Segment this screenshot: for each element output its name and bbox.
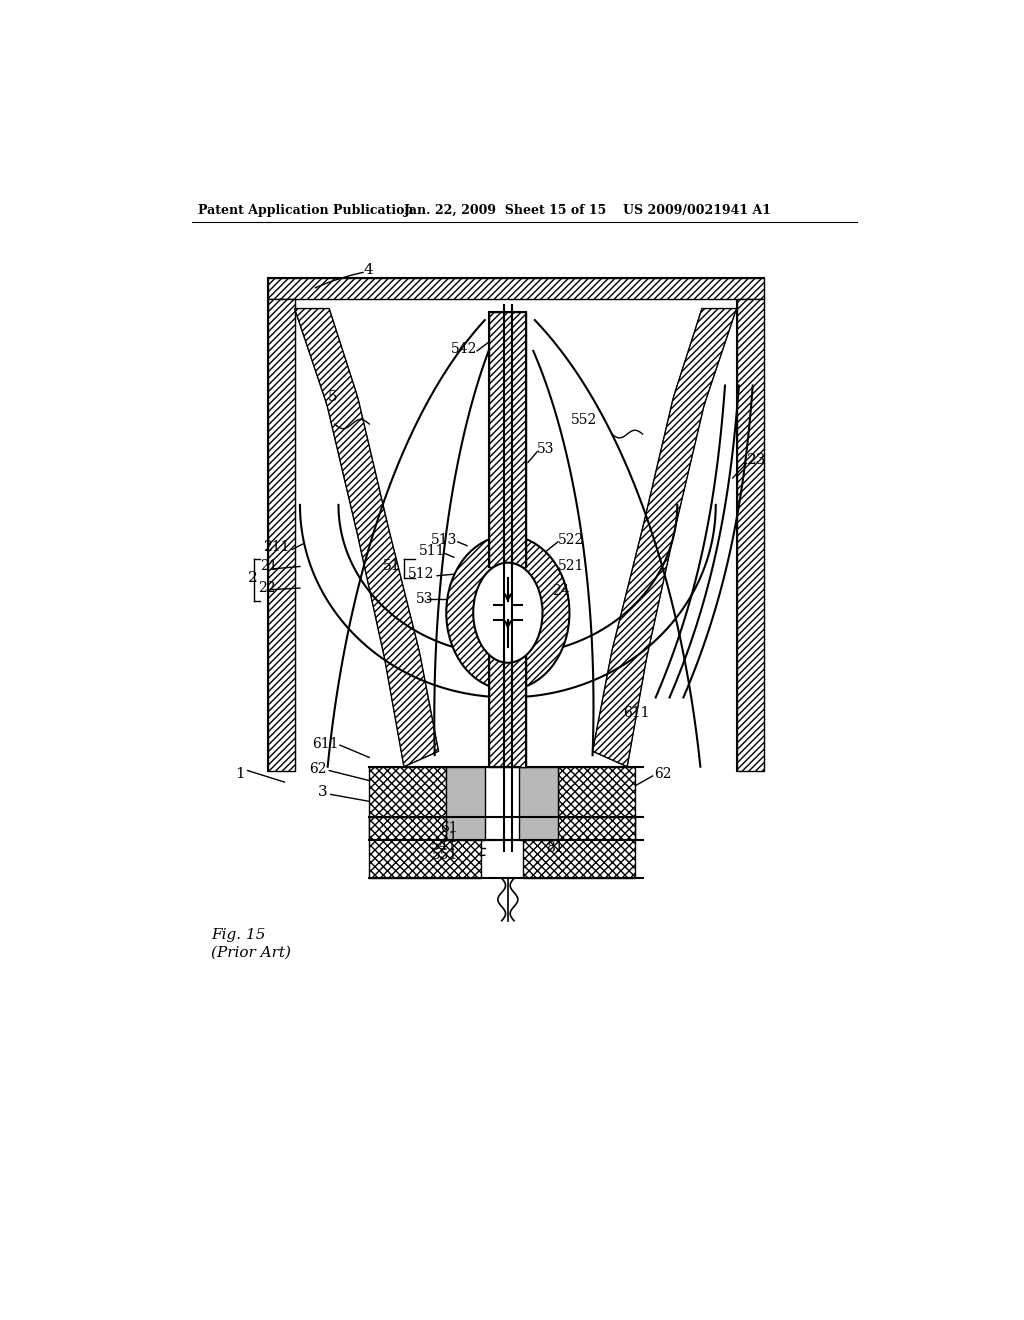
Bar — [370, 817, 481, 878]
Text: 511: 511 — [419, 544, 445, 558]
Text: Jan. 22, 2009  Sheet 15 of 15: Jan. 22, 2009 Sheet 15 of 15 — [403, 205, 607, 218]
Bar — [519, 767, 558, 840]
Text: (Prior Art): (Prior Art) — [211, 945, 292, 960]
Bar — [446, 767, 484, 840]
Bar — [736, 300, 764, 771]
Ellipse shape — [473, 562, 543, 663]
Text: Fig. 15: Fig. 15 — [211, 928, 266, 942]
Bar — [558, 767, 635, 840]
Text: 53: 53 — [416, 591, 433, 606]
Polygon shape — [593, 309, 736, 767]
Bar — [370, 817, 481, 878]
Bar — [558, 767, 635, 840]
Polygon shape — [295, 309, 438, 767]
Text: 81: 81 — [547, 841, 564, 854]
Bar — [523, 817, 635, 878]
Text: 5: 5 — [328, 391, 337, 404]
Bar — [267, 277, 764, 300]
Bar — [267, 300, 295, 771]
Text: 513: 513 — [431, 532, 458, 546]
Text: 62: 62 — [309, 762, 327, 776]
Bar — [489, 313, 526, 566]
Text: 22: 22 — [258, 581, 275, 595]
Bar — [523, 817, 635, 878]
Text: 23: 23 — [746, 453, 766, 467]
Text: 61: 61 — [440, 821, 458, 836]
Text: Patent Application Publication: Patent Application Publication — [199, 205, 414, 218]
Text: 541: 541 — [431, 840, 458, 853]
Bar — [489, 313, 526, 566]
Text: 611: 611 — [624, 706, 650, 719]
Text: 51: 51 — [382, 560, 400, 573]
Text: 4: 4 — [364, 263, 373, 277]
Bar — [736, 300, 764, 771]
Bar — [489, 655, 526, 767]
Ellipse shape — [446, 536, 569, 689]
Text: 551: 551 — [431, 849, 458, 862]
Text: 521: 521 — [558, 560, 585, 573]
Text: 53: 53 — [538, 442, 555, 457]
Text: 1: 1 — [234, 767, 245, 781]
Bar — [370, 767, 446, 840]
Bar — [370, 767, 446, 840]
Text: 211: 211 — [263, 540, 290, 554]
Text: 62: 62 — [654, 767, 672, 781]
Text: 522: 522 — [558, 532, 584, 546]
Text: 2: 2 — [248, 572, 257, 585]
Text: 512: 512 — [408, 568, 434, 581]
Text: 3: 3 — [317, 785, 328, 799]
Text: 542: 542 — [451, 342, 477, 356]
Text: 552: 552 — [571, 413, 597, 428]
Text: 21: 21 — [260, 560, 278, 573]
Text: US 2009/0021941 A1: US 2009/0021941 A1 — [624, 205, 771, 218]
Text: 24: 24 — [553, 585, 570, 598]
Text: 611: 611 — [312, 737, 339, 751]
Text: 31: 31 — [440, 830, 458, 845]
Bar — [267, 277, 764, 300]
Bar — [267, 300, 295, 771]
Bar — [489, 655, 526, 767]
